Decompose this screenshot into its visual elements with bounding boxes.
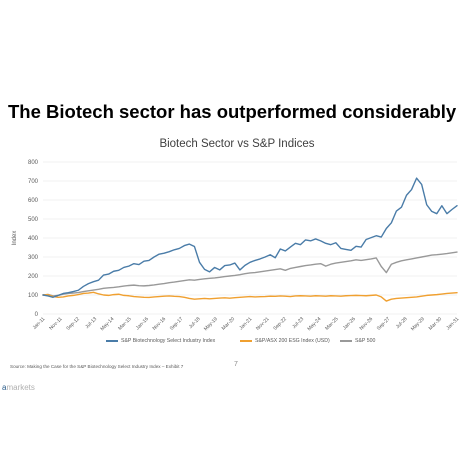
x-tick-label: Nov-21	[255, 316, 271, 332]
y-tick-label: 200	[28, 274, 39, 280]
x-tick-label: Sep-17	[169, 316, 185, 332]
x-tick-label: Jul-13	[84, 316, 98, 330]
x-tick-label: Mar-20	[221, 316, 237, 332]
y-tick-label: 700	[28, 179, 39, 185]
x-tick-label: Mar-25	[324, 316, 340, 332]
series-line-asx-esg	[42, 291, 458, 302]
x-tick-label: Sep-22	[272, 316, 288, 332]
x-tick-label: May-29	[410, 316, 426, 332]
x-tick-label: Jan-21	[238, 316, 253, 331]
x-tick-label: May-19	[203, 316, 219, 332]
legend-label-sp500: S&P 500	[355, 338, 376, 344]
series-line-sp500	[42, 251, 458, 297]
legend-item-asx-esg: S&P/ASX 200 ESG Index (USD)	[240, 338, 330, 344]
legend-item-sp500: S&P 500	[340, 338, 375, 344]
x-tick-label: Nov-11	[48, 316, 64, 332]
brand-mark: a	[2, 383, 7, 392]
x-tick-label: Sep-27	[376, 316, 392, 332]
y-tick-label: 500	[28, 217, 39, 223]
brand-text: markets	[6, 383, 35, 392]
x-tick-label: Jan-16	[135, 316, 150, 331]
chart-title: Biotech Sector vs S&P Indices	[159, 138, 315, 150]
headline: The Biotech sector has outperformed cons…	[8, 101, 457, 122]
page-number: 7	[234, 361, 238, 368]
x-tick-label: Nov-16	[152, 316, 168, 332]
y-tick-label: 0	[35, 312, 39, 318]
y-tick-label: 300	[28, 255, 39, 261]
x-tick-label: Jan-11	[32, 316, 47, 331]
x-tick-label: May-24	[306, 316, 322, 332]
series-line-biotech	[42, 177, 458, 298]
chart-legend: S&P Biotechnology Select Industry Index …	[0, 338, 474, 350]
x-tick-label: Mar-15	[117, 316, 133, 332]
x-tick-label: Jan-31	[445, 316, 460, 331]
legend-label-biotech: S&P Biotechnology Select Industry Index	[121, 338, 216, 344]
y-axis-label: Index	[12, 231, 18, 246]
legend-label-asx-esg: S&P/ASX 200 ESG Index (USD)	[255, 338, 330, 344]
legend-swatch-asx-esg	[240, 340, 252, 342]
y-tick-label: 100	[28, 293, 39, 299]
x-tick-label: Jul-23	[291, 316, 305, 330]
legend-swatch-sp500	[340, 340, 352, 342]
x-tick-label: Jul-18	[188, 316, 202, 330]
x-tick-label: May-14	[99, 316, 115, 332]
x-tick-label: Jan-26	[342, 316, 357, 331]
x-tick-label: Mar-30	[428, 316, 444, 332]
y-tick-label: 600	[28, 198, 39, 204]
legend-item-biotech: S&P Biotechnology Select Industry Index	[106, 338, 215, 344]
x-tick-label: Jul-28	[395, 316, 409, 330]
x-tick-label: Nov-26	[359, 316, 375, 332]
brand-logo: amarkets	[2, 383, 35, 392]
x-tick-label: Sep-12	[65, 316, 81, 332]
y-tick-label: 400	[28, 236, 39, 242]
y-tick-label: 800	[28, 160, 39, 166]
source-note: Source: Making the Case for the S&P Biot…	[10, 364, 184, 369]
legend-swatch-biotech	[106, 340, 118, 342]
